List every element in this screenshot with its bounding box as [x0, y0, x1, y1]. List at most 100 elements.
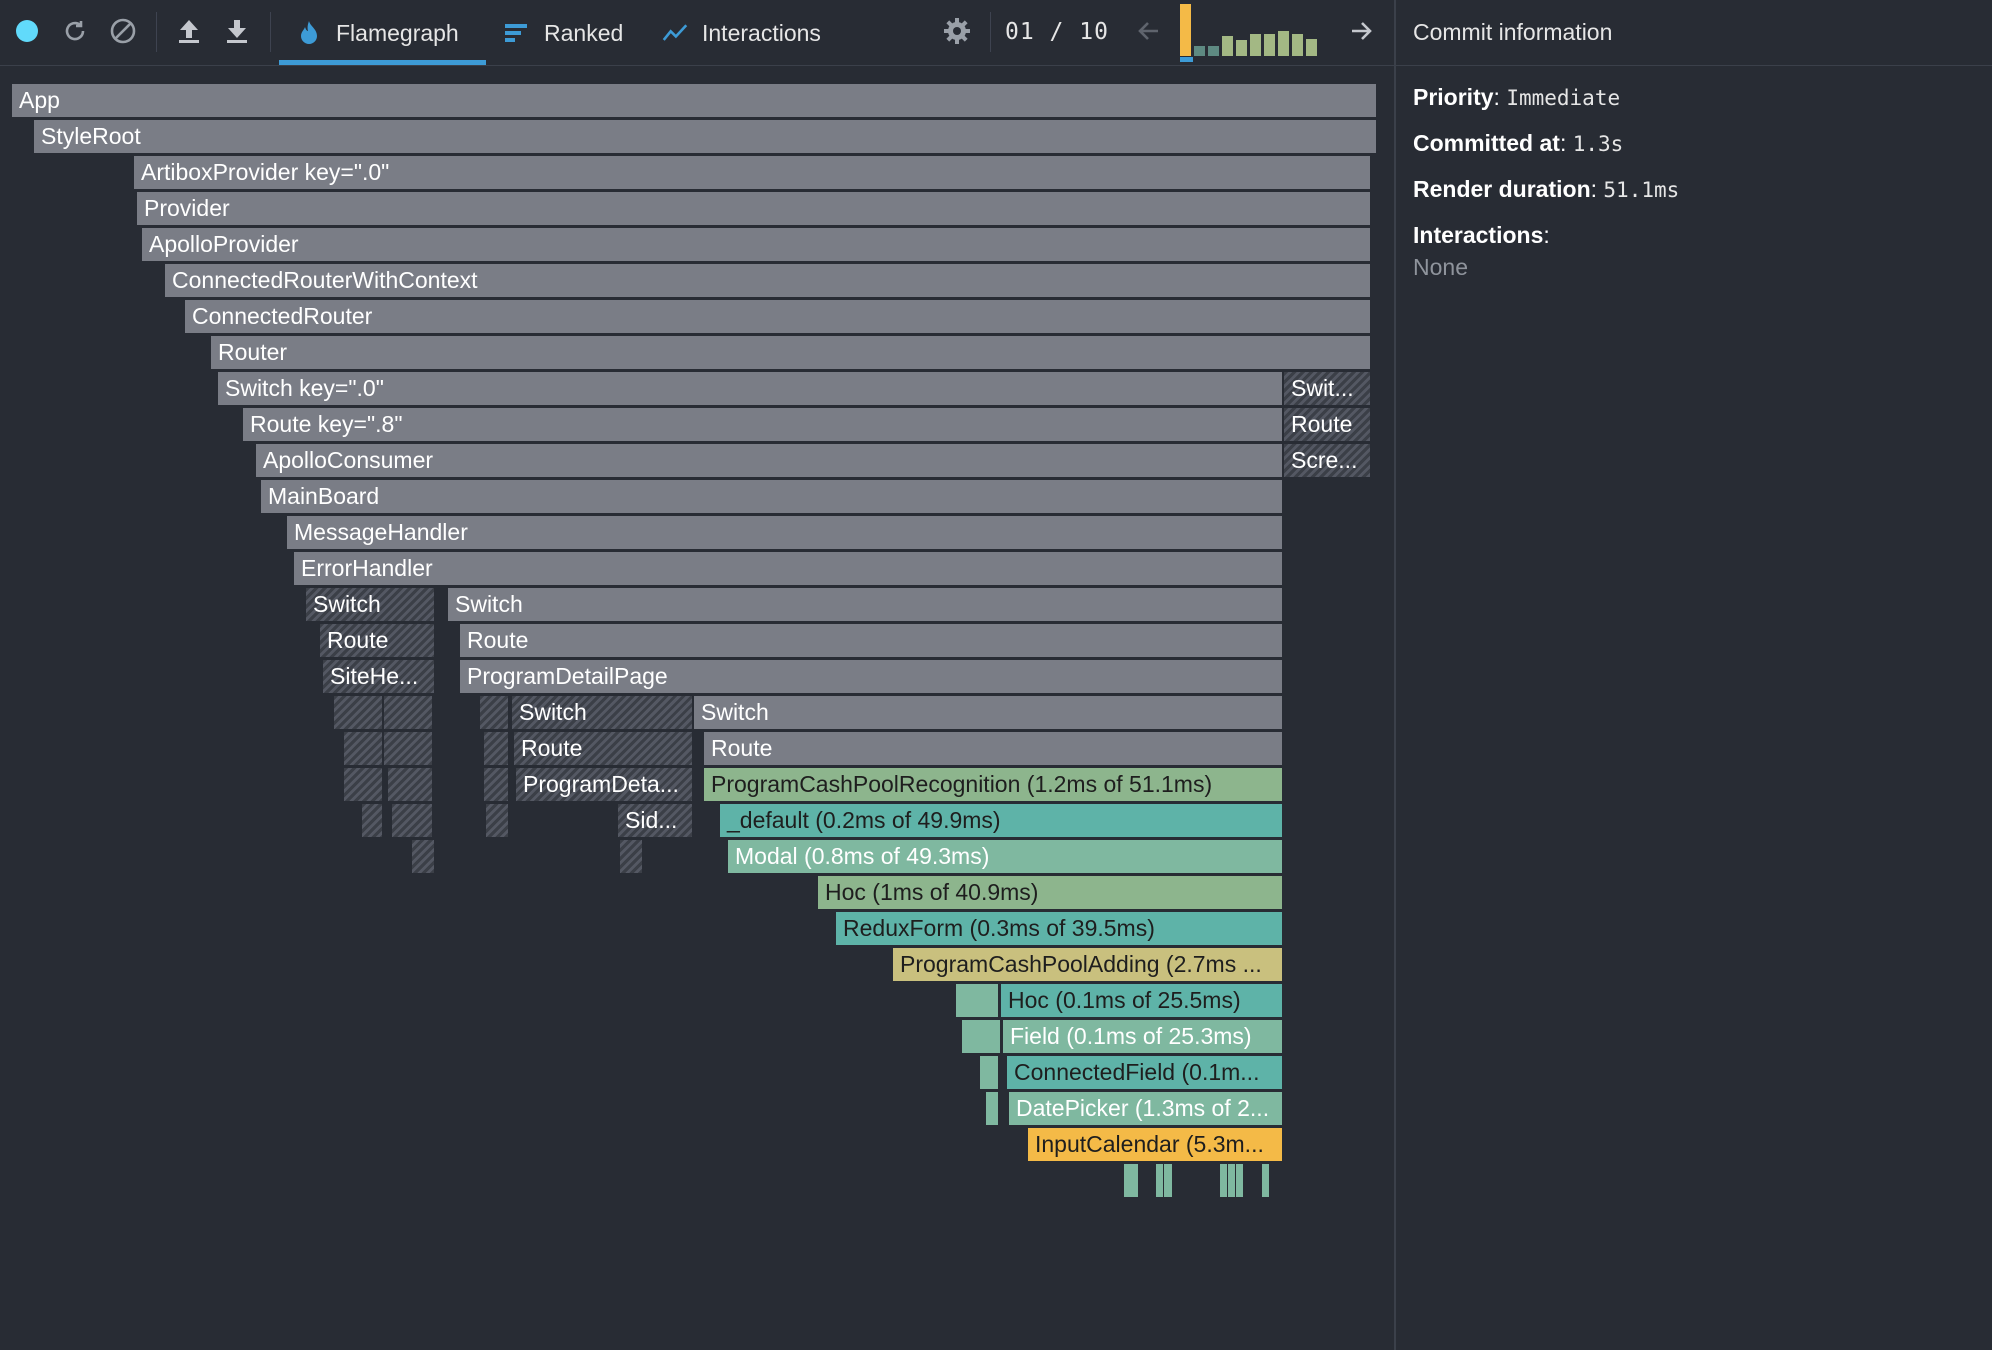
interactions-label: Interactions — [1413, 222, 1544, 248]
clear-icon[interactable] — [106, 14, 140, 48]
flamegraph-node[interactable]: ProgramDetailPage — [460, 660, 1282, 693]
flamegraph-node[interactable]: ApolloProvider — [142, 228, 1370, 261]
flamegraph-node[interactable]: ConnectedRouterWithContext — [165, 264, 1370, 297]
flamegraph-node[interactable]: MainBoard — [261, 480, 1282, 513]
flamegraph-node[interactable]: App — [12, 84, 1376, 117]
flamegraph-node-small[interactable] — [986, 1092, 998, 1125]
tab-ranked-label: Ranked — [544, 19, 624, 46]
tab-interactions[interactable]: Interactions — [662, 0, 821, 66]
export-icon[interactable] — [220, 14, 254, 48]
flamegraph-node-small[interactable] — [486, 804, 508, 837]
selected-commit-indicator — [1180, 57, 1193, 62]
flamegraph-node-small[interactable] — [412, 840, 434, 873]
tab-interactions-label: Interactions — [702, 19, 821, 46]
flamegraph-node[interactable]: Route — [1284, 408, 1370, 441]
flamegraph-node-small[interactable] — [980, 1056, 998, 1089]
flamegraph-node[interactable]: Router — [211, 336, 1370, 369]
commit-bar[interactable] — [1306, 39, 1317, 56]
record-icon[interactable] — [10, 14, 44, 48]
commit-bar[interactable] — [1250, 34, 1261, 56]
flamegraph-node[interactable]: DatePicker (1.3ms of 2... — [1009, 1092, 1282, 1125]
flamegraph-node-small[interactable] — [620, 840, 642, 873]
priority-row: Priority: Immediate — [1413, 84, 1621, 110]
flamegraph-node[interactable]: Field (0.1ms of 25.3ms) — [1003, 1020, 1282, 1053]
commit-bar[interactable] — [1208, 46, 1219, 56]
flamegraph-node[interactable]: Scre... — [1284, 444, 1370, 477]
flamegraph-node[interactable]: InputCalendar (5.3m... — [1028, 1128, 1282, 1161]
flamegraph-node[interactable]: ArtiboxProvider key=".0" — [134, 156, 1370, 189]
flamegraph-node[interactable]: ProgramCashPoolAdding (2.7ms ... — [893, 948, 1282, 981]
flamegraph-node[interactable]: ConnectedField (0.1m... — [1007, 1056, 1282, 1089]
flamegraph-node[interactable]: Switch — [306, 588, 434, 621]
flamegraph-node[interactable]: Route — [320, 624, 434, 657]
flamegraph-node-small[interactable] — [362, 804, 382, 837]
flamegraph-node[interactable]: Route key=".8" — [243, 408, 1282, 441]
flamegraph-node-small[interactable] — [1164, 1164, 1172, 1197]
flamegraph-node[interactable]: Hoc (0.1ms of 25.5ms) — [1001, 984, 1282, 1017]
commit-bar[interactable] — [1292, 34, 1303, 56]
reload-icon[interactable] — [58, 14, 92, 48]
flamegraph-node-small[interactable] — [1262, 1164, 1269, 1197]
flamegraph-node-small[interactable] — [1156, 1164, 1163, 1197]
flamegraph-node[interactable]: SiteHe... — [323, 660, 434, 693]
flamegraph-node-small[interactable] — [1220, 1164, 1227, 1197]
flamegraph-node-small[interactable] — [1228, 1164, 1235, 1197]
flamegraph-node[interactable]: MessageHandler — [287, 516, 1282, 549]
flamegraph-node-small[interactable] — [484, 768, 508, 801]
interactions-value: None — [1413, 254, 1468, 280]
flamegraph-node[interactable]: Switch — [448, 588, 1282, 621]
flamegraph-node[interactable]: Sid... — [618, 804, 692, 837]
flamegraph-node-small[interactable] — [962, 1020, 1000, 1053]
flamegraph-node[interactable]: ProgramDeta... — [516, 768, 692, 801]
flamegraph-node[interactable]: ErrorHandler — [294, 552, 1282, 585]
flamegraph-node[interactable]: ProgramCashPoolRecognition (1.2ms of 51.… — [704, 768, 1282, 801]
tab-flamegraph[interactable]: Flamegraph — [296, 0, 459, 66]
flamegraph-node-small[interactable] — [1124, 1164, 1138, 1197]
commit-bar[interactable] — [1278, 31, 1289, 56]
commit-bar[interactable] — [1264, 34, 1275, 56]
flamegraph-node[interactable]: Provider — [137, 192, 1370, 225]
import-icon[interactable] — [172, 14, 206, 48]
flamegraph-node[interactable]: Route — [460, 624, 1282, 657]
flamegraph-node[interactable]: ReduxForm (0.3ms of 39.5ms) — [836, 912, 1282, 945]
render-duration-label: Render duration — [1413, 176, 1591, 202]
prev-commit-icon[interactable] — [1132, 14, 1166, 48]
flamegraph-node-small[interactable] — [384, 732, 432, 765]
commit-info-panel: Commit information Priority: Immediate C… — [1394, 0, 1992, 1350]
commit-bar[interactable] — [1194, 46, 1205, 56]
tab-ranked[interactable]: Ranked — [504, 0, 623, 66]
flamegraph-node[interactable]: Route — [514, 732, 692, 765]
flamegraph-node[interactable]: Switch — [512, 696, 692, 729]
flamegraph-node[interactable]: Swit... — [1284, 372, 1370, 405]
flamegraph-node[interactable]: ApolloConsumer — [256, 444, 1282, 477]
settings-icon[interactable] — [940, 14, 974, 48]
interactions-row: Interactions: — [1413, 222, 1550, 248]
flamegraph-node-small[interactable] — [344, 768, 382, 801]
flamegraph-node[interactable]: ConnectedRouter — [185, 300, 1370, 333]
flamegraph-node-small[interactable] — [334, 696, 382, 729]
render-duration-value: 51.1ms — [1603, 178, 1680, 202]
flamegraph-node-small[interactable] — [384, 696, 432, 729]
flamegraph-node[interactable]: StyleRoot — [34, 120, 1376, 153]
commit-selector[interactable] — [1180, 4, 1322, 62]
toolbar-divider — [270, 12, 271, 52]
flamegraph-node[interactable]: Route — [704, 732, 1282, 765]
flamegraph-node-small[interactable] — [480, 696, 508, 729]
flamegraph-node-small[interactable] — [392, 804, 432, 837]
commit-bar[interactable] — [1222, 36, 1233, 56]
commit-bar[interactable] — [1180, 4, 1191, 56]
render-duration-row: Render duration: 51.1ms — [1413, 176, 1680, 202]
flamegraph-node[interactable]: Hoc (1ms of 40.9ms) — [818, 876, 1282, 909]
flamegraph-node[interactable]: Switch key=".0" — [218, 372, 1282, 405]
flamegraph-node[interactable]: Switch — [694, 696, 1282, 729]
flamegraph-node-small[interactable] — [484, 732, 508, 765]
flamegraph-node[interactable]: Modal (0.8ms of 49.3ms) — [728, 840, 1282, 873]
flamegraph-node-small[interactable] — [1236, 1164, 1243, 1197]
toolbar-divider — [990, 12, 991, 52]
next-commit-icon[interactable] — [1344, 14, 1378, 48]
flamegraph-node-small[interactable] — [388, 768, 432, 801]
commit-bar[interactable] — [1236, 40, 1247, 56]
flamegraph-node-small[interactable] — [344, 732, 382, 765]
flamegraph-node[interactable]: _default (0.2ms of 49.9ms) — [720, 804, 1282, 837]
flamegraph-node-small[interactable] — [956, 984, 998, 1017]
